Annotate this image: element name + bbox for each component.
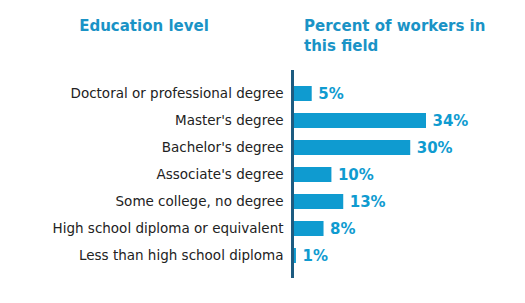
svg-text:13%: 13% xyxy=(350,193,386,211)
svg-text:1%: 1% xyxy=(302,247,327,265)
svg-text:High school diploma or equival: High school diploma or equivalent xyxy=(53,220,284,236)
svg-text:Some college, no degree: Some college, no degree xyxy=(116,193,284,209)
svg-text:30%: 30% xyxy=(417,139,453,157)
svg-text:Doctoral or professional degre: Doctoral or professional degree xyxy=(71,85,284,101)
svg-text:Associate's degree: Associate's degree xyxy=(157,166,284,182)
svg-text:Master's degree: Master's degree xyxy=(175,112,283,128)
svg-text:Less than high school diploma: Less than high school diploma xyxy=(79,247,284,263)
html-text:Percent of workers in this fie: Percent of workers in this field xyxy=(304,17,486,55)
svg-text:8%: 8% xyxy=(330,220,355,238)
svg-text:34%: 34% xyxy=(433,112,469,130)
svg-text:10%: 10% xyxy=(338,166,374,184)
html-text:Education level: Education level xyxy=(79,17,209,35)
svg-text:Bachelor's degree: Bachelor's degree xyxy=(162,139,284,155)
svg-text:5%: 5% xyxy=(318,85,343,103)
